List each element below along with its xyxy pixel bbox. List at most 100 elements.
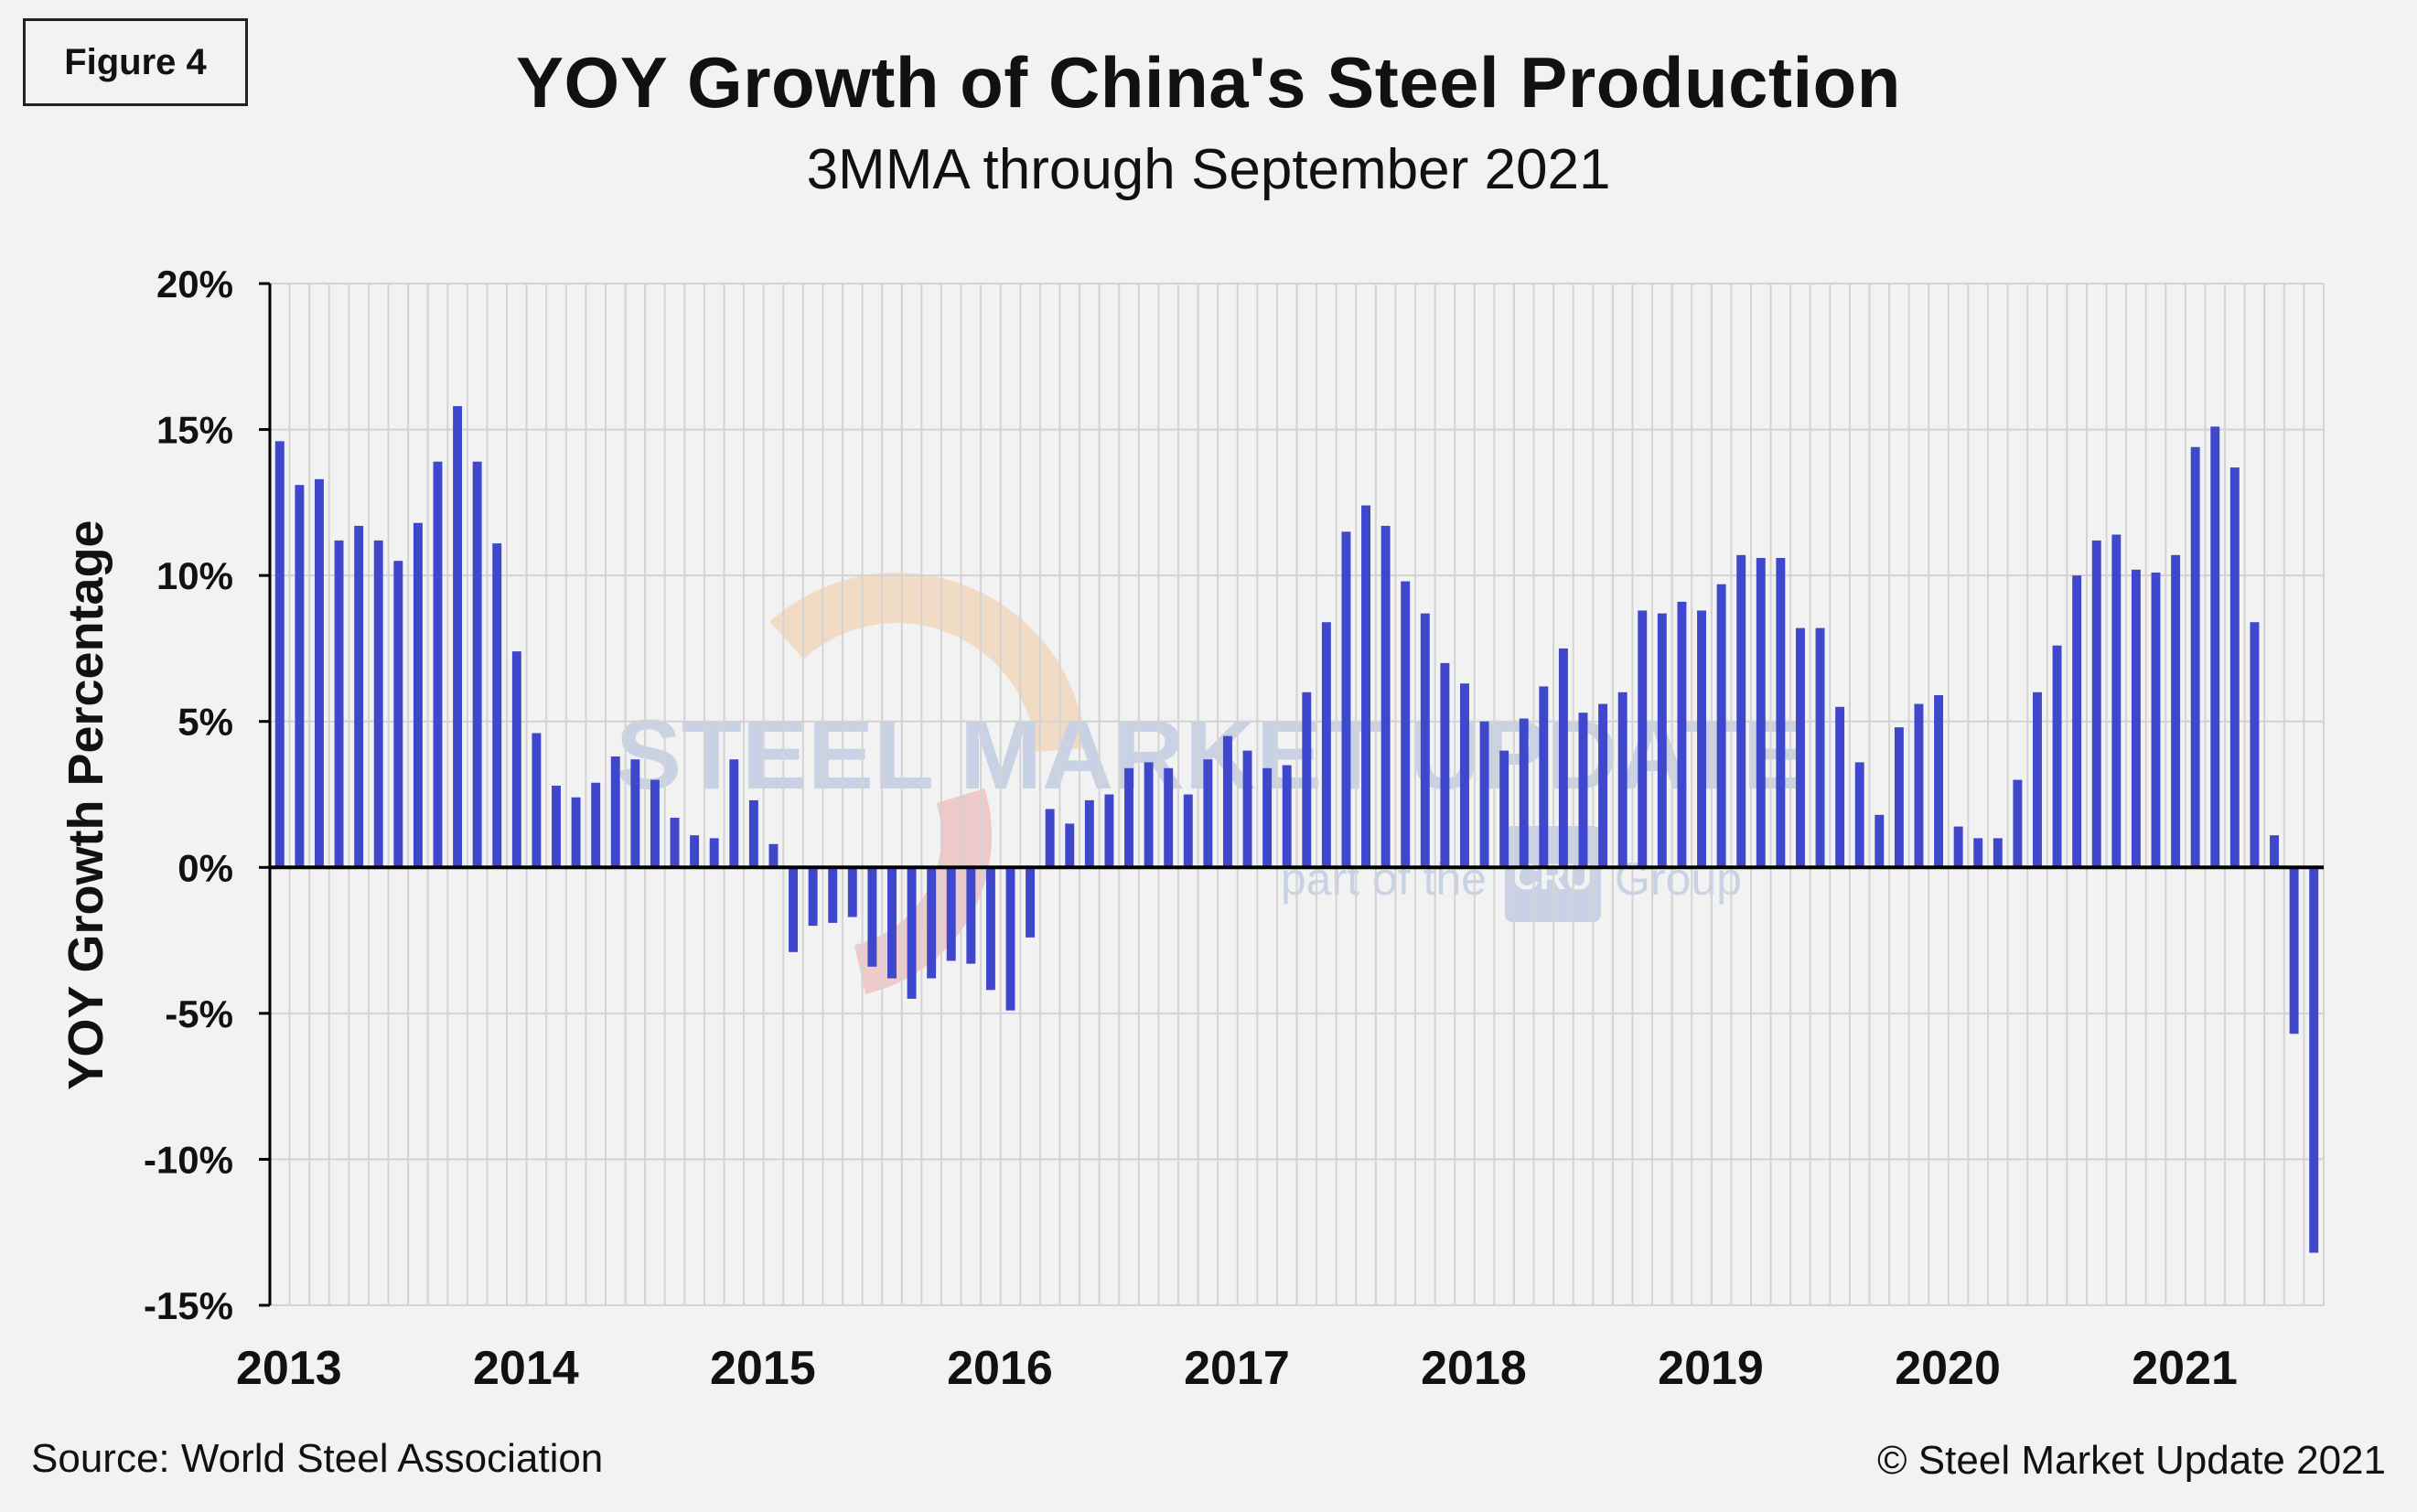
- bar: [748, 799, 758, 868]
- bar: [2171, 554, 2181, 868]
- bar: [2190, 446, 2200, 868]
- figure-label: Figure 4: [23, 18, 248, 106]
- bar: [1854, 762, 1864, 868]
- y-tick-label: 10%: [156, 554, 233, 597]
- y-tick-label: -15%: [144, 1284, 233, 1327]
- x-year-labels: 2013 2014 2015 2016 2017 2018 2019 2020 2021: [236, 1342, 2238, 1395]
- bar: [1598, 703, 1608, 868]
- bar: [1776, 557, 1786, 868]
- bar: [1005, 867, 1015, 1011]
- source-note: Source: World Steel Association: [31, 1436, 604, 1481]
- y-tick-label: 15%: [156, 409, 233, 452]
- bar: [1875, 814, 1885, 868]
- bar: [1736, 554, 1746, 868]
- bar: [373, 540, 383, 868]
- bar: [1934, 694, 1944, 868]
- x-year-label: 2016: [947, 1342, 1053, 1395]
- bar: [1795, 627, 1805, 868]
- bar: [571, 797, 581, 868]
- bar: [1380, 525, 1391, 868]
- bar: [1164, 767, 1174, 868]
- bar: [768, 843, 779, 868]
- bar: [1914, 703, 1924, 868]
- bar: [1420, 613, 1430, 868]
- chart-title: YOY Growth of China's Steel Production: [516, 42, 1901, 123]
- bar: [1124, 767, 1133, 868]
- bar: [2250, 622, 2260, 868]
- bar: [1716, 584, 1726, 868]
- bar: [1815, 627, 1825, 868]
- bar: [492, 543, 502, 868]
- bar: [690, 835, 700, 868]
- bar: [1302, 692, 1312, 868]
- bar: [927, 867, 937, 979]
- bar: [2111, 534, 2122, 868]
- bar: [453, 406, 463, 868]
- bar: [1993, 838, 2003, 868]
- bar: [354, 525, 364, 868]
- bar: [1045, 809, 1055, 868]
- x-year-label: 2018: [1421, 1342, 1527, 1395]
- bar: [532, 733, 542, 868]
- y-tick-label: 20%: [156, 263, 233, 306]
- bar: [1440, 662, 1450, 868]
- bar: [1361, 505, 1371, 868]
- x-year-label: 2014: [473, 1342, 579, 1395]
- bar: [2131, 569, 2141, 868]
- bar: [1401, 581, 1411, 868]
- bar: [729, 759, 739, 868]
- bar: [2229, 467, 2240, 868]
- bar: [1697, 610, 1706, 868]
- bar: [2210, 426, 2220, 868]
- bar: [985, 867, 995, 991]
- bar: [610, 756, 620, 868]
- bar: [1835, 706, 1845, 868]
- bar: [1183, 794, 1193, 868]
- bar: [1479, 721, 1489, 868]
- bar: [1894, 727, 1904, 868]
- bar: [2151, 572, 2161, 868]
- bar: [1953, 826, 1963, 868]
- x-year-label: 2015: [710, 1342, 816, 1395]
- x-year-label: 2017: [1184, 1342, 1290, 1395]
- watermark-swoosh-orange: [769, 573, 1087, 753]
- bar: [1026, 867, 1036, 938]
- bar: [789, 867, 799, 952]
- bar: [1262, 767, 1273, 868]
- copyright-note: © Steel Market Update 2021: [1877, 1438, 2386, 1483]
- bar: [1321, 622, 1331, 868]
- y-tick-label: 0%: [177, 846, 233, 889]
- bar: [1144, 762, 1154, 868]
- bar: [1539, 686, 1549, 868]
- bar: [1756, 557, 1766, 868]
- y-tick-labels: 20% 15% 10% 5% 0% -5% -10% -15%: [144, 263, 233, 1327]
- bars: [274, 406, 2319, 1253]
- bar: [2033, 692, 2042, 868]
- bar: [709, 838, 719, 868]
- bar: [1617, 692, 1627, 868]
- bar: [2091, 540, 2101, 868]
- y-axis-label: YOY Growth Percentage: [59, 520, 113, 1089]
- x-year-label: 2021: [2132, 1342, 2238, 1395]
- bar: [591, 782, 601, 868]
- bar: [433, 461, 443, 868]
- bar: [1973, 838, 1983, 868]
- bar: [808, 867, 818, 927]
- bar: [1499, 750, 1509, 868]
- bar: [847, 867, 857, 917]
- bar: [1282, 765, 1292, 868]
- bar: [907, 867, 917, 999]
- bar: [1222, 735, 1232, 868]
- bar: [2270, 835, 2279, 868]
- bar: [867, 867, 877, 967]
- bar: [2309, 867, 2319, 1253]
- bar: [1638, 610, 1648, 868]
- bar: [393, 561, 403, 868]
- bar: [472, 461, 482, 868]
- bar: [1677, 601, 1687, 868]
- bar: [1203, 759, 1213, 868]
- bar: [1104, 794, 1114, 868]
- chart-subtitle: 3MMA through September 2021: [806, 138, 1611, 201]
